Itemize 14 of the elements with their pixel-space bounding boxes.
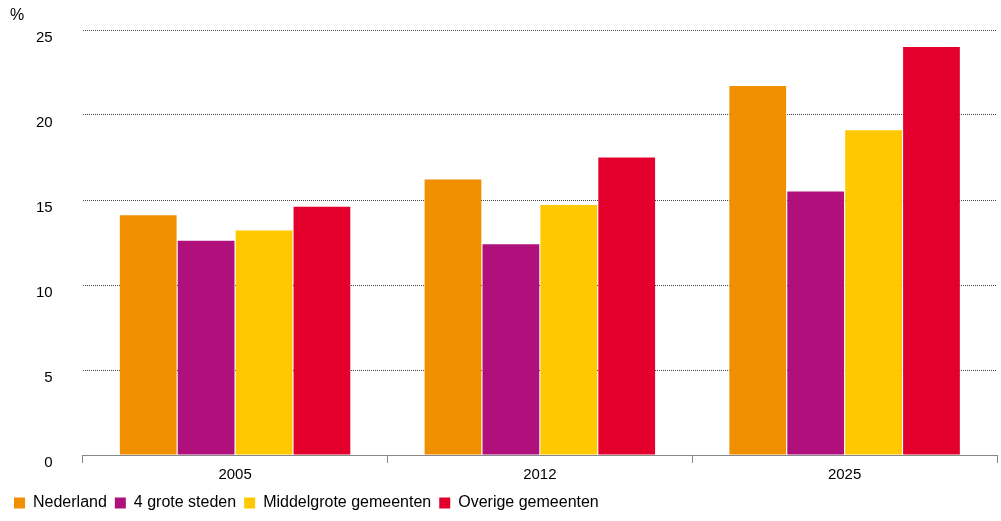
y-tick-label: 15	[36, 197, 53, 215]
y-tick-label: 5	[44, 367, 53, 385]
x-tick-label: 2012	[523, 465, 557, 483]
legend-label: Middelgrote gemeenten	[263, 493, 432, 511]
legend-label: Nederland	[33, 493, 107, 511]
x-tick-label: 2005	[218, 465, 252, 483]
y-tick-label: 20	[36, 112, 53, 130]
y-tick-label: 25	[36, 27, 53, 45]
legend-label: Overige gemeenten	[458, 493, 599, 511]
x-tick-label: 2025	[827, 465, 862, 483]
y-axis-title: %	[10, 6, 25, 24]
legend-label: 4 grote steden	[133, 493, 237, 511]
y-tick-label: 10	[36, 282, 53, 300]
y-tick-label: 0	[44, 452, 53, 470]
